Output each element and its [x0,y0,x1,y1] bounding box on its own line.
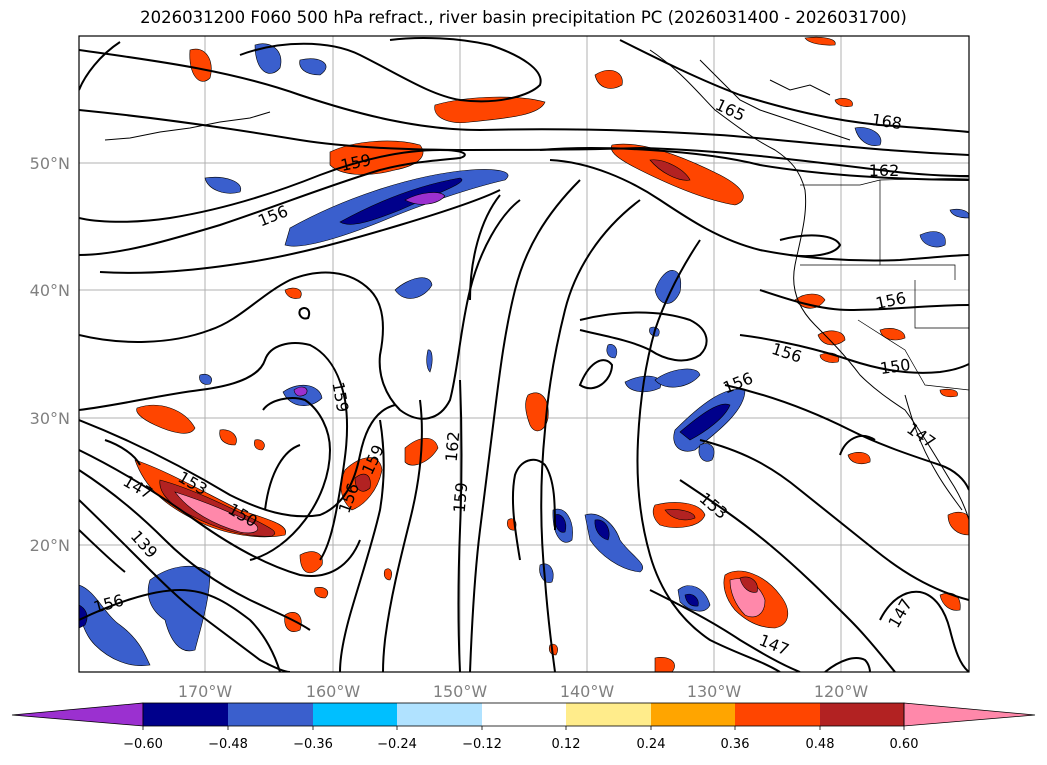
longitude-labels: 170°W 160°W 150°W 140°W 130°W 120°W [178,682,869,701]
colorbar-tick-label: 0.12 [552,737,581,752]
colorbar-segment [651,703,735,726]
map-frame [78,35,970,673]
colorbar-segment [397,703,482,726]
lat-label-30: 30°N [30,409,70,428]
lat-label-20: 20°N [30,536,70,555]
map-title: 2026031200 F060 500 hPa refract., river … [140,8,907,27]
colorbar-segment [313,703,397,726]
colorbar-tick-label: 0.60 [890,737,919,752]
lon-label-140w: 140°W [560,682,615,701]
colorbar-segment [228,703,313,726]
contour-label: 162 [442,430,464,462]
colorbar-tick-label: −0.12 [462,737,502,752]
colorbar-tick-label: −0.48 [208,737,248,752]
colorbar-tick-label: −0.36 [293,737,333,752]
colorbar-segment [566,703,651,726]
lat-label-50: 50°N [30,154,70,173]
lat-label-40: 40°N [30,281,70,300]
colorbar-over-triangle [903,702,1036,727]
lon-label-170w: 170°W [178,682,233,701]
contour-label: 168 [870,110,903,133]
coastlines [104,49,969,521]
contour-label: 150 [879,355,912,378]
colorbar-tick-label: −0.24 [377,737,417,752]
lon-label-120w: 120°W [814,682,869,701]
map-background [79,36,969,672]
colorbar-under-triangle [11,702,144,727]
lon-label-150w: 150°W [433,682,488,701]
colorbar-segment [482,703,566,726]
colorbar-tick-label: 0.48 [806,737,835,752]
latitude-labels: 50°N 40°N 30°N 20°N [30,154,70,555]
contour-label: 159 [450,481,472,513]
lon-label-130w: 130°W [687,682,742,701]
colorbar-tick-label: 0.24 [637,737,666,752]
lon-label-160w: 160°W [306,682,361,701]
colorbar: −0.60 −0.48 −0.36 −0.24 −0.12 0.12 0.24 … [11,702,1036,752]
colorbar-segment [820,703,904,726]
colorbar-tick-label: −0.60 [123,737,163,752]
contour-label: 162 [869,161,900,180]
colorbar-outline [142,702,905,727]
colorbar-tick-label: 0.36 [721,737,750,752]
colorbar-segment [143,703,228,726]
refractivity-contours [79,36,969,672]
negative-pc-areas [79,43,969,666]
colorbar-segment [735,703,820,726]
colorbar-ticks [142,726,905,730]
